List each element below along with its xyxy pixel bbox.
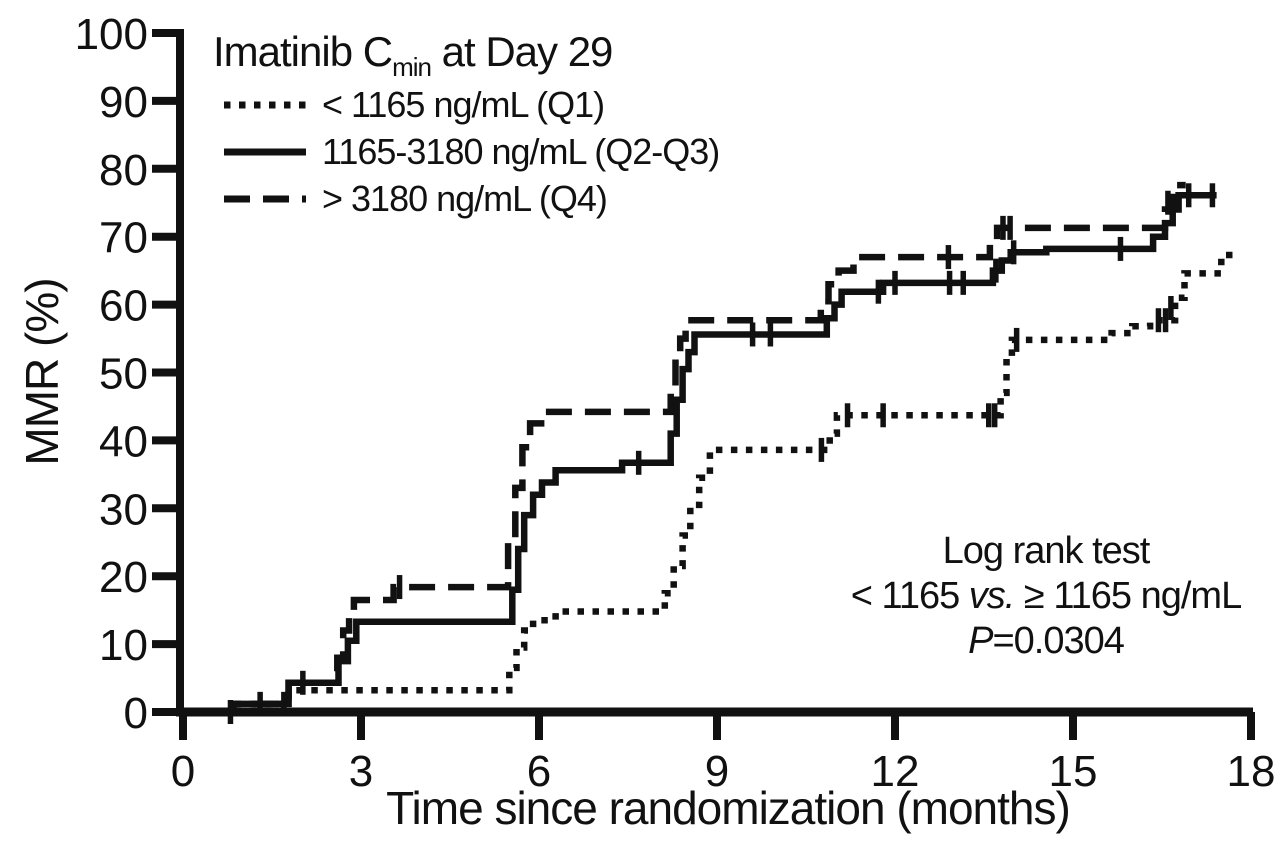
km-curve-q2_q3	[183, 192, 1217, 716]
legend-label-q4: > 3180 ng/mL (Q4)	[322, 178, 607, 219]
y-tick-label: 50	[99, 350, 148, 399]
y-tick-label: 10	[99, 621, 148, 670]
logrank-line2: < 1165 vs. ≥ 1165 ng/mL	[851, 575, 1241, 617]
legend: Imatinib Cmin at Day 29 < 1165 ng/mL (Q1…	[213, 28, 720, 219]
y-tick-label: 60	[99, 282, 148, 331]
y-axis-label: MMR (%)	[16, 278, 68, 465]
x-tick-label: 3	[349, 747, 373, 796]
x-tick-label: 18	[1227, 747, 1276, 796]
km-curve-q4	[183, 181, 1186, 716]
y-tick-label: 30	[99, 485, 148, 534]
legend-title: Imatinib Cmin at Day 29	[213, 28, 612, 82]
legend-label-q2-q3: 1165-3180 ng/mL (Q2-Q3)	[322, 131, 719, 172]
y-tick-label: 70	[99, 214, 148, 263]
x-tick-label: 12	[871, 747, 920, 796]
x-tick-label: 0	[171, 747, 195, 796]
y-tick-label: 80	[99, 146, 148, 195]
logrank-annotation: Log rank test < 1165 vs. ≥ 1165 ng/mL P=…	[851, 530, 1242, 662]
legend-label-q1: < 1165 ng/mL (Q1)	[322, 84, 604, 125]
y-tick-label: 0	[124, 689, 148, 738]
curves-group	[183, 181, 1235, 724]
axes-group: 0 10 20 30 40 50 60 70 80 90 100 0 3 6 9 12 15 18	[75, 10, 1276, 796]
x-axis-label: Time since randomization (months)	[386, 782, 1070, 834]
x-tick-label: 15	[1049, 747, 1098, 796]
y-tick-label: 40	[99, 417, 148, 466]
y-tick-label: 90	[99, 78, 148, 127]
y-tick-label: 100	[75, 10, 148, 59]
logrank-line3: P=0.0304	[968, 620, 1125, 662]
x-tick-label: 9	[705, 747, 729, 796]
y-tick-label: 20	[99, 553, 148, 602]
logrank-line1: Log rank test	[943, 530, 1151, 572]
km-curve-q1	[183, 251, 1235, 716]
x-tick-label: 6	[527, 747, 551, 796]
